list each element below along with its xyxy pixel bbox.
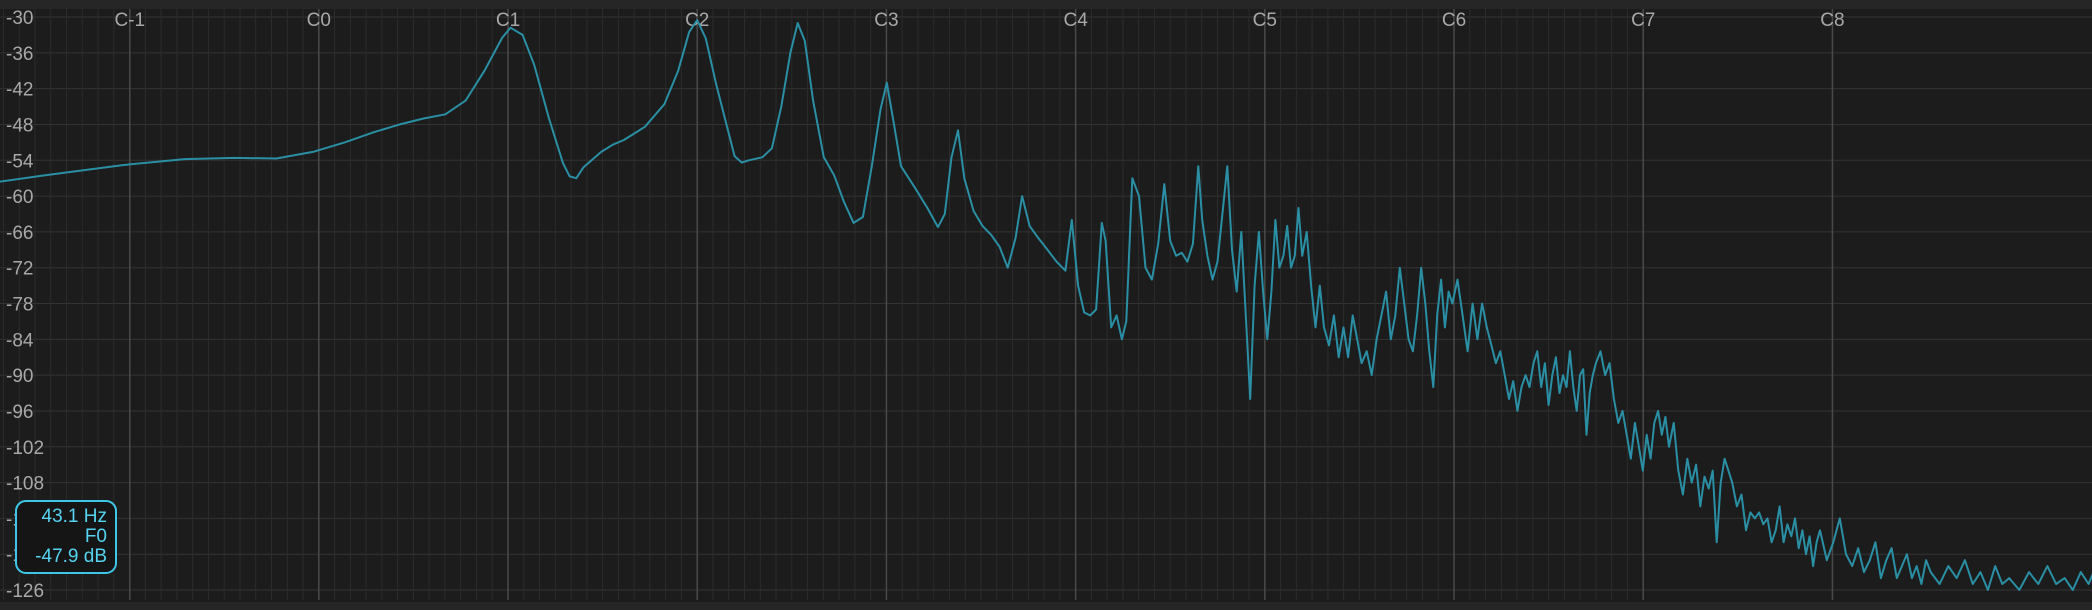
x-tick-label: C1 xyxy=(496,10,520,31)
readout-level: -47.9 dB xyxy=(35,546,107,567)
x-tick-label: C4 xyxy=(1063,10,1088,31)
x-tick-label: C7 xyxy=(1631,10,1655,31)
y-tick-label: -36 xyxy=(6,44,33,65)
cursor-readout: 43.1 Hz F0 -47.9 dB xyxy=(15,500,117,574)
readout-frequency: 43.1 Hz xyxy=(41,506,107,527)
grid-major xyxy=(129,9,1834,600)
readout-note: F0 xyxy=(84,526,107,547)
y-tick-label: -96 xyxy=(6,402,33,423)
x-tick-label: C3 xyxy=(874,10,898,31)
grid-minor xyxy=(0,9,2092,600)
x-tick-label: C5 xyxy=(1253,10,1277,31)
y-tick-label: -72 xyxy=(6,259,33,280)
y-tick-label: -108 xyxy=(6,474,44,495)
x-tick-label: C6 xyxy=(1442,10,1466,31)
y-tick-label: -102 xyxy=(6,438,44,459)
x-tick-label: C-1 xyxy=(114,10,145,31)
x-tick-label: C8 xyxy=(1820,10,1844,31)
y-tick-label: -42 xyxy=(6,80,33,101)
x-axis-labels: C-1 C0 C1 C2 C3 C4 C5 C6 C7 C8 xyxy=(114,10,1844,31)
y-tick-label: -54 xyxy=(6,151,34,172)
spectrum-line xyxy=(0,19,2092,591)
y-tick-label: -84 xyxy=(6,330,34,351)
y-tick-label: -90 xyxy=(6,366,33,387)
y-tick-label: -78 xyxy=(6,295,33,316)
y-tick-label: -30 xyxy=(6,8,33,29)
y-tick-label: -126 xyxy=(6,581,44,602)
y-tick-label: -66 xyxy=(6,223,33,244)
y-tick-label: -48 xyxy=(6,115,33,136)
x-tick-label: C0 xyxy=(307,10,331,31)
y-tick-label: -60 xyxy=(6,187,33,208)
y-axis-labels: -30 -36 -42 -48 -54 -60 -66 -72 -78 -84 -90 -96 -102… xyxy=(6,8,44,602)
